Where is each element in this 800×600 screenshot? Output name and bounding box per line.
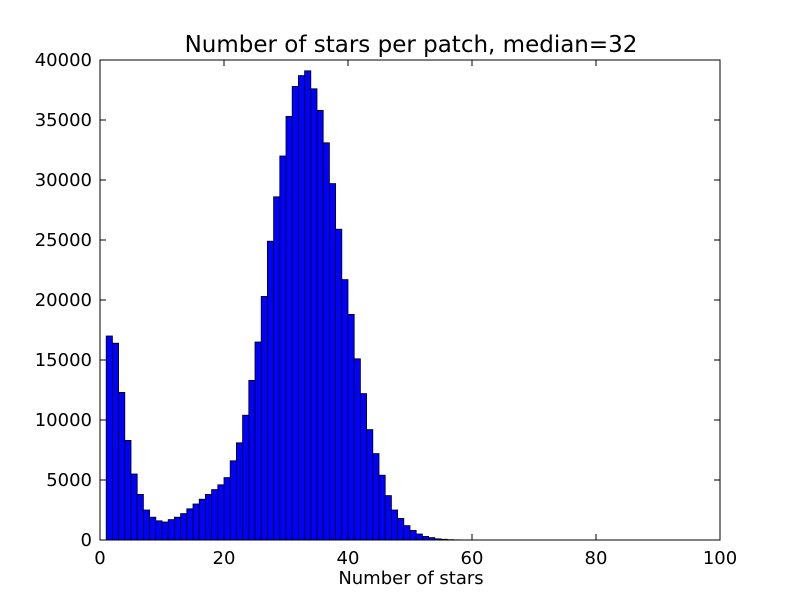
x-tick-label: 60: [461, 548, 484, 569]
x-tick-label: 20: [213, 548, 236, 569]
histogram-bar: [242, 414, 250, 541]
histogram-bar: [223, 477, 231, 541]
y-tick-label: 35000: [35, 110, 92, 131]
y-tick-label: 15000: [35, 350, 92, 371]
histogram-bar: [266, 240, 274, 541]
histogram-bar: [217, 484, 225, 541]
histogram-bar: [297, 75, 305, 541]
y-tick-label: 10000: [35, 410, 92, 431]
histogram-bar: [192, 503, 200, 541]
histogram-bar: [372, 453, 380, 541]
x-axis-label: Number of stars: [338, 568, 483, 589]
chart-title: Number of stars per patch, median=32: [185, 32, 638, 58]
ticks-group: 0 20 40 60 80 100 0 5000 10000 15000 20000 25000 300…: [35, 50, 737, 569]
histogram-bar: [421, 536, 429, 541]
histogram-bar: [347, 313, 355, 541]
histogram-bar: [136, 493, 144, 541]
histogram-bar: [273, 196, 281, 541]
histogram-bar: [130, 473, 138, 541]
histogram-bar: [390, 509, 398, 541]
y-tick-label: 20000: [35, 290, 92, 311]
histogram-bar: [310, 88, 318, 541]
x-tick-label: 100: [703, 548, 737, 569]
histogram-bar: [186, 508, 194, 541]
histogram-bar: [285, 116, 293, 541]
histogram-bar: [384, 495, 392, 541]
histogram-bar: [322, 142, 330, 541]
x-tick-label: 0: [94, 548, 105, 569]
histogram-bar: [415, 533, 423, 541]
histogram-bar: [254, 341, 262, 541]
histogram-bar: [173, 516, 181, 541]
histogram-bar: [149, 516, 157, 541]
histogram-bar: [279, 155, 287, 541]
histogram-bar: [359, 393, 367, 541]
histogram-bar: [291, 86, 299, 541]
histogram-bar: [397, 518, 405, 541]
y-tick-label: 40000: [35, 50, 92, 71]
histogram-bar: [353, 358, 361, 541]
histogram-bar: [409, 530, 417, 541]
histogram-bar: [118, 391, 126, 541]
histogram-bar: [124, 439, 132, 541]
histogram-bar: [198, 498, 206, 541]
plot-frame: [99, 59, 721, 541]
x-tick-label: 80: [585, 548, 608, 569]
histogram-bar: [316, 110, 324, 541]
bars-group: [105, 70, 467, 541]
histogram-bar: [366, 429, 374, 541]
histogram-bar: [155, 520, 163, 541]
histogram-bar: [229, 460, 237, 541]
histogram-bar: [112, 342, 120, 541]
histogram-bar: [161, 521, 169, 541]
histogram-bar: [105, 335, 113, 541]
histogram-bar: [260, 295, 268, 541]
histogram-bar: [142, 509, 150, 541]
histogram-bar: [328, 183, 336, 541]
histogram-bar: [167, 519, 175, 541]
histogram-bar: [304, 70, 312, 541]
y-tick-label: 0: [81, 530, 92, 551]
histogram-bar: [248, 379, 256, 541]
histogram-bar: [180, 513, 188, 541]
histogram-bar: [335, 228, 343, 541]
x-tick-label: 40: [337, 548, 360, 569]
histogram-bar: [204, 493, 212, 541]
histogram-bar: [378, 474, 386, 541]
histogram-bar: [235, 442, 243, 541]
histogram-bar: [403, 525, 411, 541]
histogram-bar: [341, 279, 349, 541]
y-tick-label: 30000: [35, 170, 92, 191]
y-tick-label: 25000: [35, 230, 92, 251]
y-tick-label: 5000: [46, 470, 92, 491]
histogram-bar: [211, 489, 219, 541]
